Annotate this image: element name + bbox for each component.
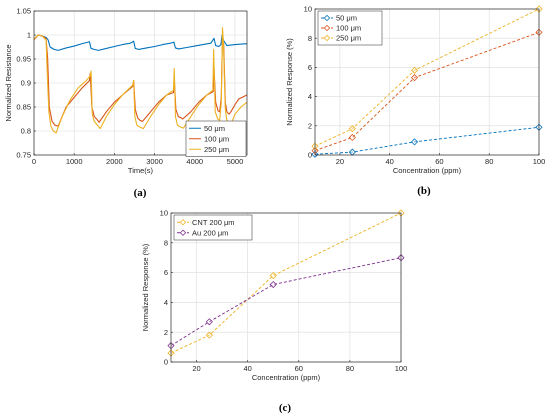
- legend-entry: CNT 200 μm: [192, 218, 235, 227]
- legend-box: [173, 214, 253, 241]
- x-tick-label: 0: [32, 157, 36, 166]
- panel-label: (b): [417, 185, 431, 197]
- chart-a: 0 1000 2000 3000 4000 5000 0.75 0.8 0.85 0.9 0.95 1…: [4, 7, 248, 199]
- legend-entry: 250 μm: [204, 145, 229, 154]
- data-point: [410, 66, 419, 74]
- legend-entry: 100 μm: [204, 134, 229, 143]
- y-tick-label: 6: [308, 63, 312, 72]
- x-tick-label: 60: [295, 364, 303, 373]
- x-tick-label: 20: [336, 157, 344, 166]
- y-tick-label: 8: [308, 34, 312, 43]
- y-tick-label: 4: [308, 92, 312, 101]
- x-tick-label: 100: [395, 364, 408, 373]
- legend-entry: 50 μm: [204, 124, 225, 133]
- y-tick-label: 0.75: [16, 151, 31, 160]
- y-tick-label: 0: [308, 151, 312, 160]
- legend-entry: 250 μm: [336, 34, 361, 43]
- data-point: [269, 280, 277, 289]
- y-tick-label: 1: [27, 31, 31, 40]
- panel-label: (c): [279, 402, 292, 414]
- data-point: [205, 318, 213, 326]
- x-axis-label: Concentration (ppm): [393, 166, 462, 175]
- x-tick-label: 2000: [106, 157, 123, 166]
- x-tick-label: 60: [435, 157, 443, 166]
- x-tick-label: 80: [485, 157, 493, 166]
- data-point: [348, 125, 356, 133]
- panel-label: (a): [134, 187, 147, 199]
- series-line-2: [315, 8, 539, 147]
- x-tick-label: 40: [385, 157, 393, 166]
- x-tick-label: 5000: [227, 157, 244, 166]
- data-point: [205, 331, 213, 339]
- plot-frame: [314, 8, 540, 156]
- x-axis-label: Time(s): [128, 166, 154, 175]
- y-tick-label: 1.05: [16, 7, 31, 16]
- legend-marker: [323, 34, 331, 42]
- y-tick-label: 10: [160, 209, 168, 218]
- y-tick-label: 0.9: [21, 79, 31, 88]
- y-axis-label: Normalized Resistance: [4, 44, 13, 121]
- chart-c: 20 40 60 80 100 0 2 4 6 8 10 Concentration (ppm) Nor…: [141, 209, 407, 414]
- x-tick-label: 20: [192, 364, 200, 373]
- x-tick-label: 80: [346, 364, 354, 373]
- y-tick-label: 2: [308, 121, 312, 130]
- legend-marker: [323, 24, 331, 32]
- legend-marker: [179, 219, 187, 226]
- y-tick-label: 8: [164, 238, 168, 247]
- x-tick-label: 3000: [146, 157, 163, 166]
- legend-marker: [323, 14, 331, 22]
- x-tick-label: 4000: [186, 157, 203, 166]
- data-point: [348, 133, 356, 142]
- data-point: [410, 138, 419, 146]
- y-tick-label: 10: [304, 5, 312, 14]
- y-tick-label: 0.95: [16, 55, 31, 64]
- series-line-1: [171, 257, 401, 346]
- series-line-2: [34, 27, 247, 134]
- y-tick-label: 6: [164, 268, 168, 277]
- data-point: [410, 74, 419, 82]
- y-axis-label: Normalized Response (%): [141, 243, 150, 331]
- y-tick-label: 0.8: [21, 127, 31, 136]
- legend-entry: Au 200 μm: [192, 228, 228, 237]
- data-point: [269, 272, 277, 280]
- plot-frame: [170, 212, 402, 363]
- series-line-0: [171, 212, 401, 354]
- legend-entry: 50 μm: [336, 14, 357, 23]
- y-tick-label: 0.85: [16, 103, 31, 112]
- y-axis-label: Normalized Response (%): [285, 38, 294, 126]
- legend-entry: 100 μm: [336, 24, 361, 33]
- y-tick-label: 4: [164, 298, 168, 307]
- x-axis-label: Concentration (ppm): [252, 373, 321, 382]
- x-tick-label: 100: [533, 157, 546, 166]
- series-line-0: [34, 34, 247, 51]
- series-line-1: [315, 31, 539, 152]
- y-tick-label: 0: [164, 358, 168, 367]
- x-tick-label: 40: [243, 364, 251, 373]
- y-tick-label: 2: [164, 328, 168, 337]
- chart-b: 20 40 60 80 100 0 2 4 6 8 10 Concentration (ppm) Nor…: [285, 5, 545, 197]
- legend-marker: [179, 229, 187, 236]
- x-tick-label: 1000: [66, 157, 83, 166]
